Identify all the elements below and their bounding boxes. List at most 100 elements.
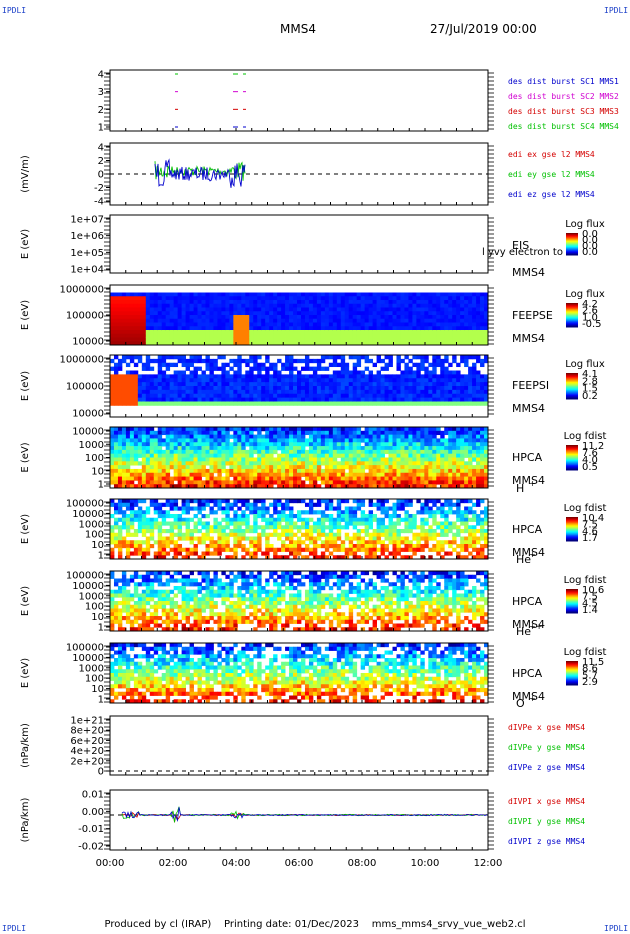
panel-6-heatmap-cell bbox=[293, 514, 298, 519]
panel-5-colorbar-tick: 4.0 bbox=[582, 455, 598, 466]
panel-5-heatmap-cell bbox=[113, 446, 119, 451]
panel-5-heatmap-cell bbox=[416, 438, 421, 443]
panel-4-heatmap-cell bbox=[197, 355, 202, 360]
panel-5-heatmap-cell bbox=[332, 446, 338, 451]
panel-5-heatmap-cell bbox=[293, 453, 298, 458]
panel-5-heatmap-cell bbox=[368, 446, 374, 451]
panel-3-heatmap-cell bbox=[388, 296, 393, 301]
panel-4-heatmap-cell bbox=[412, 362, 417, 368]
panel-4-heatmap-cell bbox=[460, 378, 465, 383]
panel-4-heatmap-cell bbox=[368, 382, 374, 387]
panel-6-heatmap-cell bbox=[281, 547, 286, 552]
panel-4-heatmap-cell bbox=[332, 386, 338, 391]
panel-6-heatmap-cell bbox=[253, 514, 258, 519]
panel-4-heatmap-cell bbox=[193, 378, 198, 383]
panel-6-heatmap-cell bbox=[285, 547, 290, 552]
panel-3-heatmap-cell bbox=[356, 333, 362, 338]
panel-3-heatmap-cell bbox=[388, 333, 393, 338]
panel-5-heatmap-cell bbox=[141, 457, 147, 462]
panel-3-heatmap-cell bbox=[392, 300, 397, 305]
panel-5-heatmap-cell bbox=[237, 465, 242, 470]
panel-4-heatmap-cell bbox=[444, 397, 449, 402]
panel-3-heatmap-cell bbox=[424, 315, 429, 320]
corner-label-bottom-left: IPDLI bbox=[2, 924, 27, 933]
panel-4-heatmap-cell bbox=[328, 374, 334, 379]
panel-3-heatmap-cell bbox=[336, 315, 342, 320]
panel-5-heatmap-cell bbox=[277, 476, 282, 481]
panel-3-heatmap-cell bbox=[356, 307, 362, 312]
panel-3-heatmap-cell bbox=[408, 322, 413, 327]
panel-6-heatmap-cell bbox=[185, 525, 190, 530]
panel-3-heatmap-cell bbox=[300, 292, 306, 297]
panel-4-heatmap-cell bbox=[169, 355, 175, 360]
panel-6-heatmap-cell bbox=[249, 536, 254, 541]
panel-4-heatmap-cell bbox=[245, 397, 250, 402]
panel-5-heatmap-cell bbox=[324, 476, 330, 481]
panel-4-heatmap-cell bbox=[121, 378, 127, 383]
panel-3-heatmap-cell bbox=[205, 341, 210, 346]
panel-5-heatmap-cell bbox=[316, 434, 322, 439]
panel-5-heatmap-cell bbox=[225, 472, 230, 477]
panel-5-heatmap-cell bbox=[181, 434, 186, 439]
panel-3-heatmap-cell bbox=[110, 292, 115, 297]
panel-5-heatmap-cell bbox=[468, 476, 473, 481]
panel-3-heatmap-cell bbox=[121, 315, 127, 320]
panel-4-heatmap-cell bbox=[209, 382, 214, 387]
panel-3-heatmap-cell bbox=[185, 303, 190, 308]
panel-5-heatmap-cell bbox=[364, 446, 370, 451]
panel-5-heatmap-cell bbox=[420, 438, 425, 443]
panel-5-heatmap-cell bbox=[484, 461, 489, 466]
panel-4-heatmap-cell bbox=[456, 374, 461, 379]
panel-3-heatmap-cell bbox=[253, 341, 258, 346]
panel-4-heatmap-cell bbox=[432, 382, 437, 387]
panel-3-heatmap-cell bbox=[452, 311, 457, 316]
panel-3-heatmap-cell bbox=[245, 300, 250, 305]
panel-5-heatmap-cell bbox=[316, 427, 322, 432]
panel-5-heatmap-cell bbox=[408, 468, 413, 474]
panel-3-heatmap-cell bbox=[221, 296, 226, 301]
panel-4-heatmap-cell bbox=[312, 358, 318, 364]
panel-5-heatmap-cell bbox=[480, 461, 485, 466]
panel-6-heatmap-cell bbox=[233, 525, 238, 530]
panel-4-heatmap-cell bbox=[340, 362, 346, 368]
panel-5-heatmap-cell bbox=[161, 442, 167, 447]
panel-5-heatmap-cell bbox=[436, 430, 441, 436]
panel-5-heatmap-cell bbox=[448, 427, 453, 432]
panel-5-heatmap-cell bbox=[273, 465, 278, 470]
panel-3-heatmap-cell bbox=[360, 292, 366, 297]
panel-3-heatmap-cell bbox=[201, 292, 206, 297]
panel-3-heatmap-cell bbox=[452, 296, 457, 301]
panel-4-heatmap-cell bbox=[384, 382, 389, 387]
panel-3-heatmap-cell bbox=[328, 315, 334, 320]
panel-5-heatmap-cell bbox=[380, 446, 385, 451]
panel-4-heatmap-cell bbox=[424, 374, 429, 379]
panel-5-heatmap-cell bbox=[233, 427, 238, 432]
panel-5-heatmap-cell bbox=[153, 453, 159, 458]
panel-4-heatmap-cell bbox=[304, 401, 310, 406]
panel-5-heatmap-cell bbox=[468, 472, 473, 477]
panel-5-heatmap-cell bbox=[460, 465, 465, 470]
panel-4-heatmap-cell bbox=[436, 382, 441, 387]
panel-1-ytick-label: 2 bbox=[98, 156, 104, 167]
panel-5-heatmap-cell bbox=[460, 472, 465, 477]
panel-5-heatmap-cell bbox=[185, 457, 190, 462]
panel-0-ytick-label: 3 bbox=[98, 87, 104, 98]
panel-4-heatmap-cell bbox=[113, 389, 119, 395]
panel-4-heatmap-cell bbox=[157, 382, 163, 387]
panel-5-heatmap-cell bbox=[157, 457, 163, 462]
panel-3-heatmap-cell bbox=[436, 315, 441, 320]
panel-6-heatmap-cell bbox=[201, 551, 206, 556]
panel-6-heatmap-cell bbox=[285, 555, 290, 560]
panel-5-heatmap-cell bbox=[424, 434, 429, 439]
panel-5-heatmap-cell bbox=[412, 438, 417, 443]
panel-3-heatmap-cell bbox=[368, 318, 374, 323]
panel-6-heatmap-cell bbox=[304, 510, 310, 515]
panel-4-colorbar-swatch bbox=[566, 373, 578, 375]
panel-6-heatmap-cell bbox=[189, 536, 194, 541]
panel-5-heatmap-cell bbox=[293, 465, 298, 470]
panel-4-heatmap-cell bbox=[297, 374, 302, 379]
panel-5-heatmap-cell bbox=[153, 438, 159, 443]
panel-4-heatmap-cell bbox=[316, 401, 322, 406]
panel-3-heatmap-cell bbox=[173, 341, 179, 346]
panel-6-heatmap-cell bbox=[137, 499, 143, 504]
